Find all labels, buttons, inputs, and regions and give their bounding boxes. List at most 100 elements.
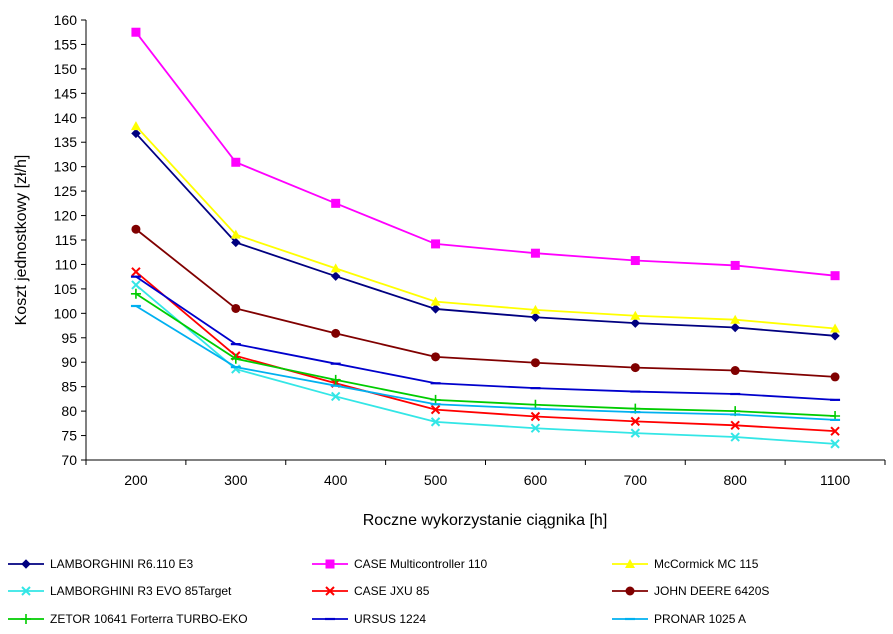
- y-tick-label: 150: [54, 61, 78, 77]
- data-point: [630, 310, 641, 320]
- x-tick-label: 700: [624, 472, 648, 488]
- data-point: [530, 248, 540, 258]
- data-point: [131, 267, 141, 277]
- y-tick-label: 140: [54, 110, 78, 126]
- legend-label: ZETOR 10641 Forterra TURBO-EKO: [50, 612, 248, 626]
- y-tick-label: 70: [61, 452, 77, 468]
- legend-item: LAMBORGHINI R3 EVO 85Target: [8, 584, 232, 598]
- y-tick-label: 110: [55, 256, 78, 272]
- data-point: [231, 303, 241, 313]
- y-tick-label: 95: [61, 330, 77, 346]
- x-tick-label: 300: [224, 472, 248, 488]
- data-point: [331, 198, 341, 208]
- series-1: [131, 128, 840, 341]
- x-tick-label: 500: [424, 472, 448, 488]
- data-point: [730, 366, 740, 376]
- legend-label: CASE JXU 85: [354, 584, 430, 598]
- y-tick-label: 85: [61, 379, 77, 395]
- data-point: [830, 331, 840, 341]
- x-tick-label: 800: [724, 472, 748, 488]
- series-3: [130, 121, 841, 333]
- data-point: [730, 322, 740, 333]
- data-point: [230, 229, 241, 239]
- x-axis-title: Roczne wykorzystanie ciągnika [h]: [363, 512, 608, 529]
- data-point: [431, 239, 441, 249]
- data-point: [330, 263, 341, 273]
- legend-marker: [625, 559, 635, 568]
- series-line: [135, 305, 836, 421]
- series-line: [135, 228, 836, 378]
- legend-label: CASE Multicontroller 110: [354, 557, 487, 571]
- series-9: [130, 304, 841, 422]
- data-point: [331, 328, 341, 338]
- tick-labels: 70 75 80 85 90 95 100 105 110 115 120 125 130 135 140 1…: [54, 12, 851, 488]
- series-6: [131, 224, 840, 382]
- series-8: [130, 275, 841, 401]
- data-point: [730, 314, 741, 324]
- y-tick-label: 125: [54, 183, 78, 199]
- series-5: [131, 267, 840, 436]
- data-point: [730, 432, 740, 442]
- data-point: [830, 439, 840, 449]
- data-point: [630, 363, 640, 373]
- data-point: [130, 288, 141, 299]
- axes: [81, 19, 886, 465]
- legend-marker: [21, 586, 31, 596]
- series-line: [135, 31, 836, 277]
- data-point: [530, 312, 541, 322]
- legend-item: McCormick MC 115: [612, 557, 759, 571]
- legend: LAMBORGHINI R6.110 E3 CASE Multicontrolle…: [8, 557, 769, 626]
- data-point: [230, 353, 241, 364]
- data-point: [431, 352, 441, 362]
- data-point: [630, 318, 641, 328]
- data-point: [430, 417, 441, 427]
- legend-label: LAMBORGHINI R3 EVO 85Target: [50, 584, 232, 598]
- y-tick-label: 155: [54, 36, 78, 52]
- data-point: [630, 256, 640, 266]
- x-tick-label: 1100: [820, 472, 850, 488]
- data-point: [131, 128, 141, 139]
- series-line: [135, 132, 836, 337]
- legend-item: URSUS 1224: [312, 612, 426, 626]
- x-tick-label: 200: [124, 472, 148, 488]
- data-point: [530, 358, 540, 368]
- data-point: [830, 271, 840, 281]
- data-point: [730, 420, 740, 430]
- legend-marker: [21, 614, 31, 624]
- data-point: [430, 304, 441, 314]
- y-tick-label: 160: [54, 12, 78, 28]
- data-point: [330, 374, 341, 385]
- data-point: [130, 121, 141, 131]
- y-tick-label: 130: [54, 159, 78, 175]
- series-4: [131, 280, 840, 449]
- series-7: [130, 288, 841, 421]
- data-point: [830, 372, 840, 382]
- legend-item: JOHN DEERE 6420S: [612, 584, 769, 598]
- legend-label: JOHN DEERE 6420S: [654, 584, 769, 598]
- y-tick-label: 120: [54, 208, 78, 224]
- legend-item: PRONAR 1025 A: [612, 612, 746, 626]
- y-tick-label: 105: [54, 281, 78, 297]
- legend-label: URSUS 1224: [354, 612, 426, 626]
- legend-label: LAMBORGHINI R6.110 E3: [50, 557, 193, 571]
- series-2: [131, 27, 840, 281]
- data-point: [530, 423, 541, 433]
- series-line: [135, 293, 836, 417]
- data-point: [231, 157, 241, 167]
- legend-item: CASE Multicontroller 110: [312, 557, 487, 571]
- series-line: [135, 275, 836, 401]
- data-point: [830, 323, 841, 333]
- y-tick-label: 90: [61, 354, 77, 370]
- legend-label: PRONAR 1025 A: [654, 612, 746, 626]
- y-tick-label: 145: [54, 85, 78, 101]
- data-point: [830, 426, 840, 436]
- y-tick-label: 100: [54, 305, 78, 321]
- y-tick-label: 75: [61, 428, 77, 444]
- data-point: [730, 260, 740, 270]
- legend-marker: [325, 559, 335, 569]
- x-tick-label: 600: [524, 472, 548, 488]
- x-tick-label: 400: [324, 472, 348, 488]
- data-point: [131, 280, 141, 290]
